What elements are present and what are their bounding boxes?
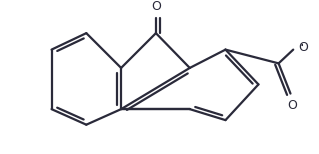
Text: O: O <box>298 41 308 54</box>
Text: O: O <box>287 99 297 112</box>
Text: O: O <box>151 0 161 13</box>
